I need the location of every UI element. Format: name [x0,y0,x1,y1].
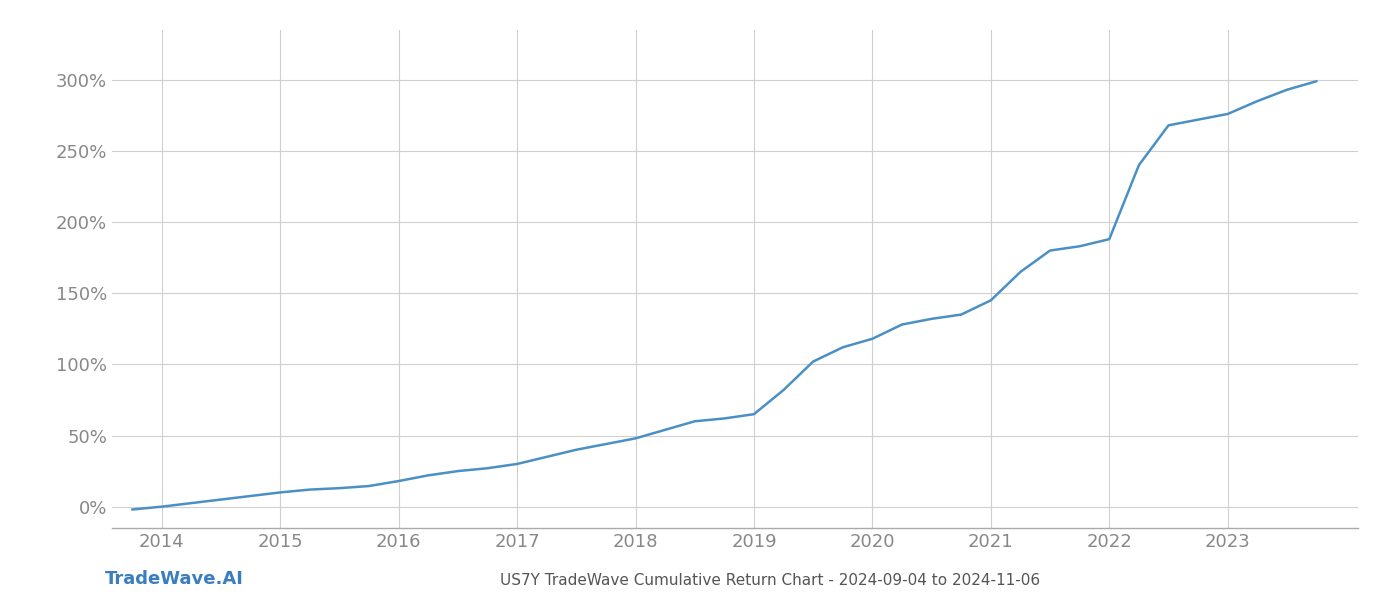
Text: US7Y TradeWave Cumulative Return Chart - 2024-09-04 to 2024-11-06: US7Y TradeWave Cumulative Return Chart -… [500,573,1040,588]
Text: TradeWave.AI: TradeWave.AI [105,570,244,588]
